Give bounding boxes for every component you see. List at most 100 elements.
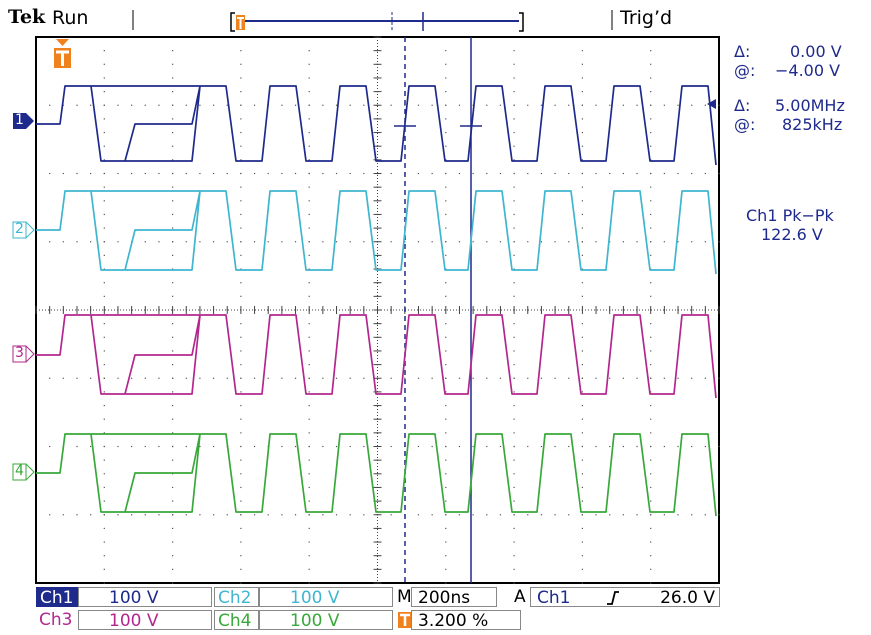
ch4-name[interactable]: Ch4 (214, 610, 259, 631)
trigger-settings[interactable]: Ch1 26.0 V (530, 587, 720, 608)
trigger-position-value[interactable]: 3.200 % (411, 610, 521, 631)
grid-dot (103, 445, 105, 448)
grid-dot (513, 254, 515, 256)
channel-3-marker[interactable]: 3 (12, 345, 35, 363)
grid-dot (663, 172, 665, 175)
grid-dot (172, 63, 174, 65)
grid-dot (581, 391, 583, 393)
grid-dot (308, 582, 310, 584)
grid-dot (281, 514, 283, 516)
grid-dot (172, 282, 174, 284)
frequency-at-label: @: (734, 115, 756, 134)
grid-dot (240, 377, 242, 379)
grid-dot (527, 514, 529, 516)
grid-dot (144, 514, 146, 516)
ch1-scale[interactable]: 100 V (78, 587, 212, 608)
grid-dot (103, 295, 105, 297)
grid-dot (62, 241, 64, 243)
grid-dot (172, 486, 174, 489)
channel-4-marker[interactable]: 4 (12, 463, 35, 481)
grid-dot (172, 254, 174, 256)
grid-dot (90, 172, 92, 175)
grid-dot (240, 323, 242, 325)
grid-dot (308, 282, 310, 284)
grid-dot (253, 377, 256, 379)
grid-dot (308, 486, 310, 489)
grid-dot (513, 77, 515, 79)
grid-dot (513, 541, 515, 543)
grid-dot (240, 77, 242, 79)
grid-dot (62, 172, 64, 175)
grid-dot (62, 377, 64, 379)
grid-dot (472, 172, 474, 175)
channel-1-marker[interactable]: 1 (12, 112, 34, 130)
grid-dot (486, 377, 488, 379)
grid-dot (513, 63, 515, 65)
grid-dot (445, 186, 447, 188)
grid-dot (513, 159, 515, 161)
grid-dot (240, 227, 242, 229)
grid-dot (103, 514, 105, 516)
timebase-value[interactable]: 200ns (411, 587, 497, 608)
grid-dot (527, 445, 529, 448)
grid-dot (308, 418, 310, 420)
grid-dot (172, 227, 174, 229)
grid-dot (568, 172, 570, 175)
grid-dot (49, 514, 51, 516)
grid-dot (172, 145, 174, 147)
ch1-trace (36, 85, 717, 166)
grid-dot (103, 227, 105, 229)
grid-dot (581, 227, 583, 229)
grid-dot (172, 323, 174, 325)
grid-dot (445, 63, 447, 65)
grid-dot (308, 473, 310, 475)
grid-dot (527, 104, 529, 106)
ch3-scale[interactable]: 100 V (78, 610, 212, 631)
channel-3-label: 3 (15, 345, 24, 361)
ch2-name[interactable]: Ch2 (214, 587, 259, 608)
grid-dot (650, 241, 652, 243)
grid-dot (445, 418, 447, 420)
grid-dot (199, 172, 201, 175)
ch2-scale[interactable]: 100 V (259, 587, 393, 608)
ch3-name[interactable]: Ch3 (39, 610, 73, 630)
grid-dot (704, 445, 706, 448)
grid-dot (103, 582, 105, 584)
grid-dot (117, 241, 119, 243)
grid-dot (281, 241, 283, 243)
grid-dot (513, 459, 515, 461)
grid-dot (240, 200, 242, 202)
grid-dot (267, 377, 269, 379)
grid-dot (554, 514, 556, 516)
grid-dot (240, 582, 242, 584)
grid-dot (486, 172, 488, 175)
grid-dot (581, 159, 583, 161)
grid-dot (513, 50, 515, 52)
grid-dot (581, 350, 583, 352)
grid-dot (335, 104, 338, 106)
grid-dot (650, 213, 652, 216)
grid-dot (158, 241, 160, 243)
grid-dot (172, 91, 174, 93)
ch4-scale[interactable]: 100 V (259, 610, 393, 631)
grid-dot (240, 145, 242, 147)
grid-dot (226, 241, 228, 243)
grid-dot (144, 172, 146, 175)
grid-dot (622, 241, 624, 243)
grid-dot (513, 473, 515, 475)
grid-dot (513, 527, 515, 529)
ch1-name[interactable]: Ch1 (36, 587, 78, 608)
grid-dot (622, 377, 624, 379)
voltage-delta-value: 0.00 V (790, 42, 842, 61)
grid-dot (240, 104, 242, 106)
grid-dot (445, 473, 447, 475)
grid-dot (144, 104, 146, 106)
channel-2-marker[interactable]: 2 (12, 221, 35, 239)
grid-dot (103, 254, 105, 256)
grid-dot (718, 241, 720, 243)
grid-dot (144, 445, 146, 448)
grid-dot (581, 555, 583, 557)
grid-dot (513, 91, 515, 93)
grid-dot (650, 50, 652, 52)
grid-dot (513, 145, 515, 147)
